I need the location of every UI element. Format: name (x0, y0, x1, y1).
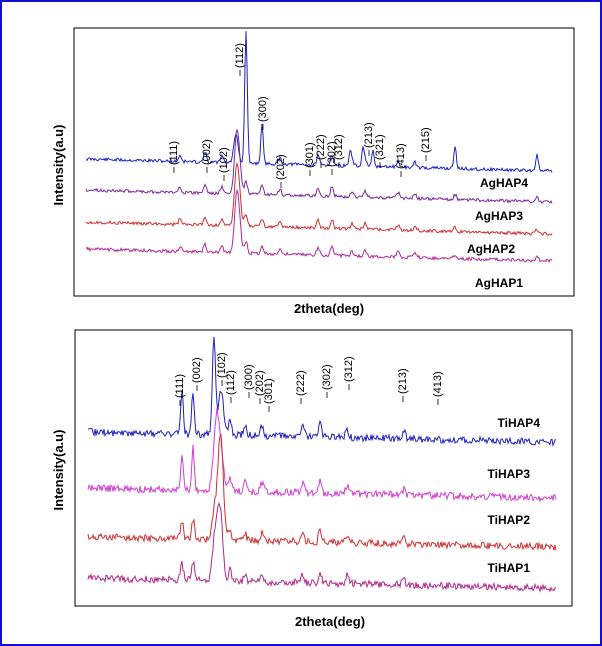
series-label: AgHAP4 (480, 176, 528, 190)
peak-label: (413) (432, 371, 444, 397)
plot-frame-bottom (74, 329, 573, 607)
peak-label: (321) (374, 134, 386, 160)
peak-label: (301) (263, 378, 275, 404)
peak-label: (302) (326, 141, 338, 167)
peak-label: (112) (234, 43, 246, 68)
series-label: TiHAP4 (498, 416, 541, 430)
series-line-TiHAP3 (87, 407, 557, 503)
peak-label: (002) (201, 139, 213, 165)
peak-label: (213) (397, 368, 409, 394)
peak-label: (312) (343, 356, 355, 382)
peak-label: (222) (315, 134, 327, 160)
series-line-AgHAP2 (85, 161, 553, 236)
chart-tiHAP: Intensity(a.u) 2theta(deg) (111) (002) (10… (51, 329, 573, 629)
peak-label: (102) (218, 147, 230, 173)
peak-label: (302) (321, 364, 333, 390)
x-axis-label-bottom: 2theta(deg) (295, 614, 365, 629)
peak-label: (213) (363, 122, 375, 148)
x-axis-label-top: 2theta(deg) (294, 301, 364, 316)
peak-label: (300) (257, 96, 269, 122)
peak-label: (215) (420, 127, 432, 153)
peak-label: (202) (275, 154, 287, 180)
peak-label: (202) (254, 370, 266, 396)
y-axis-label-top: Intensity(a.u) (51, 125, 66, 206)
series-line-TiHAP4 (87, 336, 557, 447)
series-label: AgHAP3 (475, 209, 523, 223)
series-label: AgHAP2 (467, 242, 515, 256)
y-axis-label-bottom: Intensity(a.u) (51, 430, 66, 511)
peak-label: (413) (395, 143, 407, 169)
peak-label: (111) (168, 141, 180, 165)
peak-label: (102) (216, 352, 228, 378)
series-label: TiHAP1 (488, 561, 531, 575)
series-line-TiHAP2 (87, 433, 557, 551)
peak-label: (002) (191, 357, 203, 383)
series-label: TiHAP3 (488, 467, 531, 481)
peak-label: (222) (295, 370, 307, 396)
plot-frame-top (73, 27, 575, 297)
series-line-AgHAP1 (85, 188, 553, 263)
series-label: AgHAP1 (475, 276, 523, 290)
series-label: TiHAP2 (488, 513, 531, 527)
series-line-TiHAP1 (87, 501, 557, 593)
series-line-AgHAP4 (85, 31, 553, 173)
peak-label: (301) (304, 142, 316, 168)
peak-label: (112) (225, 370, 237, 395)
peak-label: (312) (333, 134, 345, 160)
chart-agHAP: Intensity(a.u) 2theta(deg) (111) (002) (10… (51, 27, 575, 316)
peak-label: (300) (243, 364, 255, 390)
series-line-AgHAP3 (85, 129, 553, 205)
peak-label: (111) (174, 374, 186, 398)
